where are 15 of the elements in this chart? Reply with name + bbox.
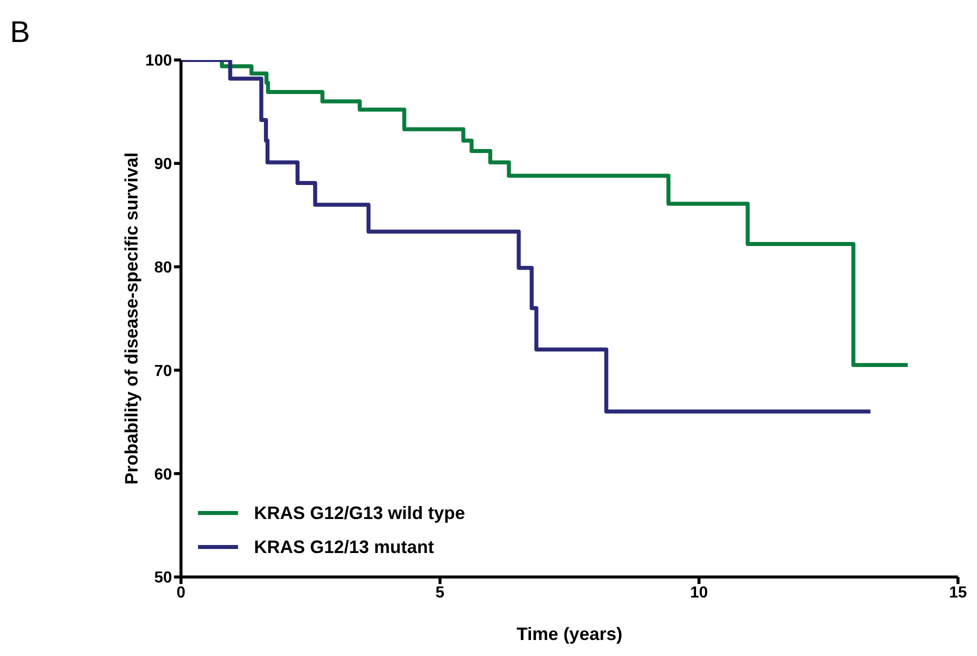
chart-title: B	[10, 16, 30, 50]
legend-label: KRAS G12/13 mutant	[254, 536, 434, 558]
y-tick-label: 100	[145, 52, 172, 70]
y-tick-label: 60	[154, 466, 172, 484]
y-tick-label: 90	[154, 156, 172, 174]
legend-label: KRAS G12/G13 wild type	[254, 502, 466, 524]
x-tick-label: 10	[690, 584, 708, 602]
y-axis-title: Probability of disease-specific survival	[121, 152, 142, 485]
y-tick-label: 70	[154, 362, 172, 380]
x-tick-label: 0	[176, 584, 186, 602]
x-axis-title: Time (years)	[516, 624, 622, 644]
y-tick-label: 80	[154, 259, 172, 276]
x-tick-label: 15	[949, 584, 967, 602]
y-tick-label: 50	[154, 570, 172, 587]
x-tick-label: 5	[436, 584, 445, 602]
